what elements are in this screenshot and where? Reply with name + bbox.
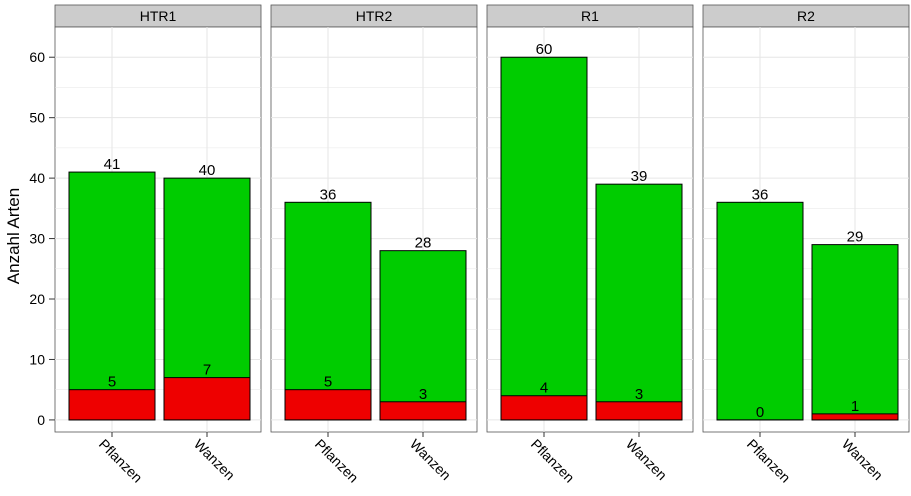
- data-label-lower: 3: [635, 386, 643, 403]
- y-tick-label: 10: [29, 351, 45, 367]
- facet-strip-label: R2: [797, 8, 815, 24]
- data-label-total: 28: [415, 235, 432, 252]
- bar-htr1-pflanzen-lower: [68, 389, 156, 421]
- bar-htr2-wanzen-lower: [379, 401, 467, 421]
- y-tick-label: 0: [37, 412, 45, 428]
- bar-r1-pflanzen-lower: [500, 395, 588, 421]
- data-label-total: 36: [320, 186, 337, 203]
- facet-strip-label: HTR1: [140, 8, 177, 24]
- data-label-total: 41: [104, 156, 121, 173]
- x-tick-label: Pflanzen: [528, 436, 578, 486]
- data-label-lower: 3: [419, 386, 427, 403]
- data-label-lower: 5: [324, 374, 332, 391]
- x-tick-label: Wanzen: [191, 436, 238, 483]
- x-tick-label: Pflanzen: [96, 436, 146, 486]
- data-label-total: 29: [847, 229, 864, 246]
- data-label-total: 60: [536, 41, 553, 58]
- y-tick-label: 40: [29, 170, 45, 186]
- data-label-total: 39: [631, 168, 648, 185]
- data-label-lower: 5: [108, 374, 116, 391]
- x-tick-label: Pflanzen: [744, 436, 794, 486]
- data-label-lower: 0: [756, 404, 764, 421]
- bar-r1-wanzen-total: [595, 183, 683, 421]
- y-axis-label: Anzahl Arten: [4, 188, 23, 284]
- facet-panels: HTR1415Pflanzen407WanzenHTR2365Pflanzen2…: [54, 4, 910, 486]
- x-tick-label: Wanzen: [407, 436, 454, 483]
- facet-strip-label: HTR2: [356, 8, 393, 24]
- bar-r2-pflanzen-total: [716, 201, 804, 421]
- y-axis: 0 10 20 30 40 50 60: [29, 49, 55, 428]
- x-tick-label: Wanzen: [839, 436, 886, 483]
- bar-htr2-pflanzen-total: [284, 201, 372, 421]
- data-label-lower: 4: [540, 380, 548, 397]
- y-tick-label: 50: [29, 110, 45, 126]
- bar-htr2-wanzen-total: [379, 250, 467, 421]
- y-tick-label: 20: [29, 291, 45, 307]
- facet-panel-r1: R1 60 4 Pflanzen 39 3 Wanzen: [486, 4, 694, 486]
- data-label-total: 40: [199, 162, 216, 179]
- bar-r2-wanzen-lower: [811, 413, 899, 421]
- data-label-lower: 1: [851, 398, 859, 415]
- bar-r1-pflanzen-total: [500, 56, 588, 421]
- bar-r2-wanzen-total: [811, 244, 899, 421]
- bar-htr2-pflanzen-lower: [284, 389, 372, 421]
- y-tick-label: 30: [29, 231, 45, 247]
- facet-panel-htr1: HTR1 41 5 Pflanzen 40 7 Wanzen: [54, 4, 262, 486]
- y-tick-label: 60: [29, 49, 45, 65]
- bar-r1-wanzen-lower: [595, 401, 683, 421]
- data-label-total: 36: [752, 186, 769, 203]
- x-tick-label: Pflanzen: [312, 436, 362, 486]
- x-tick-label: Wanzen: [623, 436, 670, 483]
- facet-panel-htr2: HTR2 36 5 Pflanzen 28 3 Wanzen: [270, 4, 478, 486]
- data-label-lower: 7: [203, 362, 211, 379]
- bar-htr1-pflanzen-total: [68, 171, 156, 421]
- facet-strip-label: R1: [581, 8, 599, 24]
- bar-htr1-wanzen-lower: [163, 377, 251, 421]
- facet-panel-r2: R2 36 0 Pflanzen 29 1 Wanzen: [702, 4, 910, 486]
